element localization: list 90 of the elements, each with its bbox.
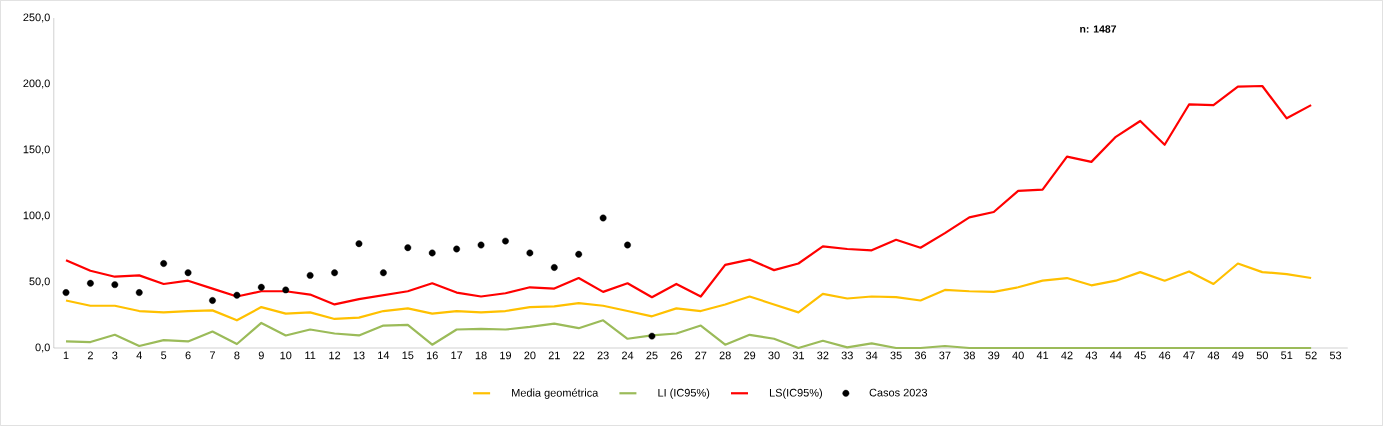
x-tick-label: 7 [210, 351, 215, 360]
point [257, 283, 265, 291]
x-tick-label: 1 [63, 351, 69, 360]
x-tick-label: 25 [646, 351, 658, 360]
y-tick-label: 250,0 [23, 13, 50, 23]
x-tick-label: 38 [963, 351, 975, 360]
point [135, 289, 143, 296]
x-tick-label: 40 [1012, 351, 1024, 360]
x-tick-label: 46 [1158, 351, 1171, 360]
point [624, 241, 631, 249]
x-tick-label: 3 [112, 351, 118, 360]
x-tick-label: 2 [87, 351, 93, 360]
x-tick-label: 52 [1305, 351, 1317, 360]
x-tick-label: 19 [500, 351, 512, 360]
x-tick-label: 16 [426, 351, 438, 360]
point [404, 244, 412, 252]
point [355, 240, 363, 248]
x-tick-label: 8 [234, 351, 240, 360]
x-tick-label: 41 [1036, 351, 1049, 360]
x-tick-label: 26 [670, 351, 682, 360]
y-tick-label: 150,0 [23, 145, 50, 155]
x-tick-label: 4 [136, 351, 142, 360]
legend-label: Media geométrica [512, 388, 599, 399]
x-tick-label: 17 [451, 351, 463, 360]
x-tick-label: 42 [1061, 351, 1073, 360]
point [502, 237, 509, 245]
point [209, 297, 216, 304]
point [477, 241, 485, 249]
x-tick-label: 51 [1281, 351, 1293, 360]
point [87, 279, 94, 287]
x-tick-label: 10 [280, 351, 292, 360]
point [111, 281, 119, 289]
point [550, 264, 558, 271]
x-tick-label: 11 [305, 351, 316, 360]
point [62, 289, 70, 296]
x-tick-label: 28 [719, 351, 731, 360]
x-tick-label: 20 [524, 351, 536, 360]
legend-label: LS(IC95%) [769, 388, 822, 399]
x-tick-label: 15 [402, 351, 414, 360]
annotation: n: 1487 [1080, 25, 1117, 33]
x-tick-label: 9 [258, 351, 264, 360]
x-tick-label: 23 [597, 351, 609, 360]
point [233, 291, 241, 299]
point [453, 245, 461, 253]
x-tick-label: 37 [939, 351, 951, 360]
point [575, 250, 583, 258]
point [648, 332, 656, 340]
x-tick-label: 48 [1207, 351, 1220, 360]
x-tick-label: 45 [1134, 351, 1146, 360]
x-tick-label: 6 [185, 351, 191, 360]
x-tick-label: 30 [768, 351, 780, 360]
x-tick-label: 43 [1085, 351, 1098, 360]
x-tick-label: 34 [866, 351, 878, 360]
x-tick-label: 5 [161, 351, 167, 360]
legend-label: Casos 2023 [869, 388, 928, 397]
y-tick-label: 100,0 [23, 211, 50, 221]
x-tick-label: 39 [988, 351, 1000, 360]
y-tick-label: 0,0 [35, 343, 50, 353]
x-tick-label: 31 [792, 351, 804, 360]
x-tick-label: 24 [621, 351, 634, 360]
point [282, 286, 290, 294]
x-tick-label: 21 [548, 351, 560, 360]
x-tick-label: 29 [744, 351, 756, 360]
x-tick-label: 36 [914, 351, 927, 360]
point [160, 260, 168, 267]
x-tick-label: 12 [329, 351, 341, 360]
y-tick-label: 200,0 [23, 79, 50, 89]
x-tick-label: 49 [1232, 351, 1244, 360]
point [428, 249, 436, 257]
point [379, 269, 387, 277]
x-tick-label: 35 [890, 351, 902, 360]
x-tick-label: 14 [378, 351, 390, 360]
point [331, 269, 338, 277]
line-series [64, 262, 1313, 322]
point [599, 214, 607, 222]
x-tick-label: 32 [817, 351, 829, 360]
x-tick-label: 47 [1183, 351, 1195, 360]
x-tick-label: 22 [573, 351, 585, 360]
x-tick-label: 50 [1256, 351, 1268, 360]
y-tick-label: 50,0 [29, 277, 50, 287]
x-tick-label: 53 [1329, 351, 1342, 360]
x-tick-label: 13 [353, 351, 365, 360]
point [526, 249, 534, 257]
x-tick-label: 27 [695, 351, 707, 360]
point [306, 272, 314, 279]
point [184, 269, 192, 277]
legend-label: LI (IC95%) [658, 388, 710, 399]
x-tick-label: 44 [1109, 351, 1122, 360]
x-tick-label: 33 [841, 351, 853, 360]
x-tick-label: 18 [475, 351, 487, 360]
